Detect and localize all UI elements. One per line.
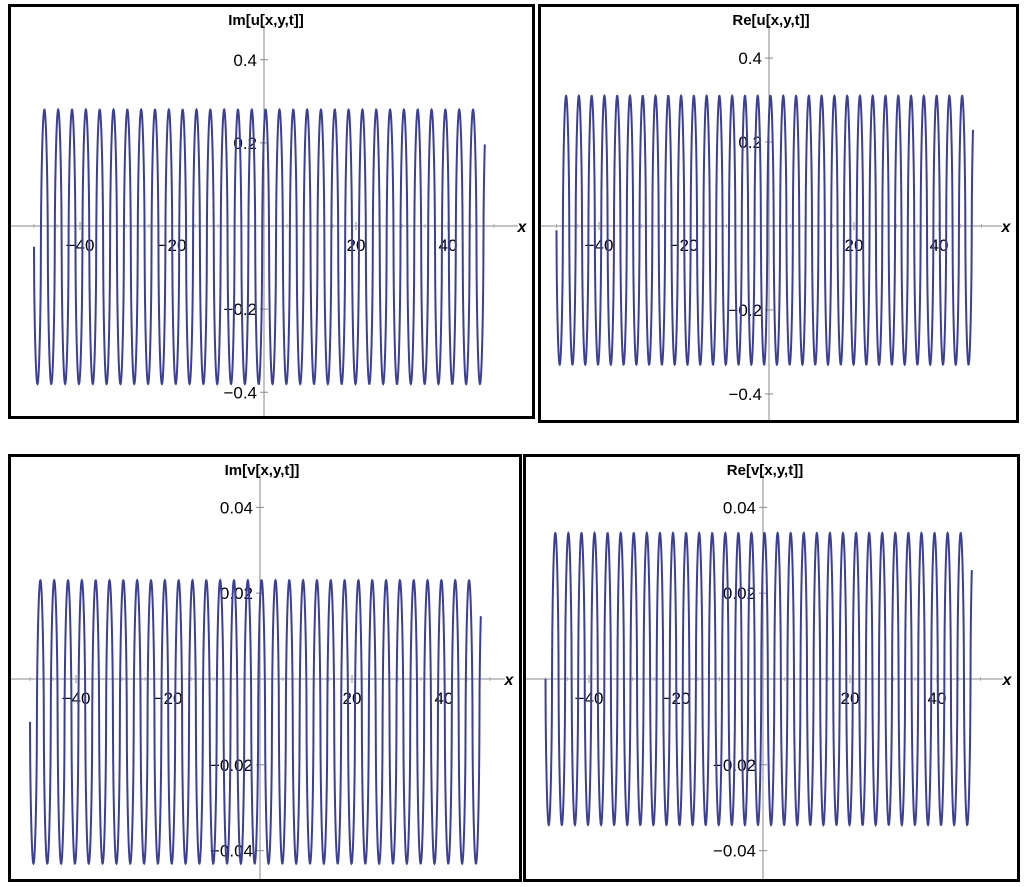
x-axis-label: x: [1001, 219, 1012, 236]
x-tick-label: −40: [62, 689, 91, 708]
series-line: [555, 93, 974, 367]
y-tick-label: −0.2: [728, 301, 762, 320]
x-tick-label: 20: [347, 236, 366, 255]
y-tick-label: −0.02: [210, 756, 253, 775]
chart-title: Im[u[x,y,t]]: [228, 12, 304, 29]
plot-panel-im-u: −40 −20 20 40 0.4 0.2 −0.2 −0.4 Im[u[x,y,t]] x: [8, 4, 535, 419]
plot-panel-re-v: −40 −20 20 40 0.04 0.02 −0.02 −0.04 Re[v[x,y,t]]…: [523, 454, 1020, 882]
chart-title: Re[v[x,y,t]]: [727, 462, 803, 479]
chart-svg: −40 −20 20 400.040.02−0.02−0.04Re[v[x,y,t]]…: [526, 462, 1013, 879]
x-tick-label: −40: [575, 689, 604, 708]
plot-panel-re-u: −40 −20 20 40 0.4 0.2 −0.2 −0.4 Re[u[x,y,t]] x: [538, 4, 1019, 423]
chart-svg: −40 −20 20 400.40.2−0.2−0.4Re[u[x,y,t]]x: [541, 12, 1012, 420]
x-tick-label: 20: [841, 689, 860, 708]
series-line: [29, 578, 482, 866]
x-tick-label: 20: [343, 689, 362, 708]
plot-panel-im-v: −40 −20 20 40 0.04 0.02 −0.02 −0.04 Im[v[x,y,t]]…: [8, 454, 522, 882]
y-tick-label: 0.02: [220, 584, 253, 603]
y-tick-label: −0.04: [210, 842, 253, 861]
y-tick-label: −0.04: [713, 842, 756, 861]
chart-svg: −40 −20 20 400.40.2−0.2−0.4Im[u[x,y,t]]x: [11, 12, 528, 416]
y-tick-label: 0.04: [220, 498, 253, 517]
y-tick-label: 0.4: [738, 49, 762, 68]
y-tick-label: 0.04: [723, 498, 756, 517]
y-tick-label: 0.4: [233, 51, 257, 70]
chart-title: Im[v[x,y,t]]: [225, 462, 300, 479]
chart-title: Re[u[x,y,t]]: [732, 12, 809, 29]
series-line: [33, 107, 486, 386]
x-tick-label: −40: [585, 236, 614, 255]
y-tick-label: 0.02: [723, 584, 756, 603]
y-tick-label: −0.4: [223, 383, 257, 402]
x-axis-label: x: [517, 219, 528, 236]
y-tick-label: −0.4: [728, 385, 762, 404]
x-tick-label: 20: [845, 236, 864, 255]
series-line: [544, 531, 973, 828]
x-axis-label: x: [1002, 672, 1013, 689]
x-tick-label: −40: [66, 236, 95, 255]
x-axis-label: x: [504, 672, 515, 689]
chart-svg: −40 −20 20 400.040.02−0.02−0.04Im[v[x,y,t]]…: [11, 462, 515, 879]
